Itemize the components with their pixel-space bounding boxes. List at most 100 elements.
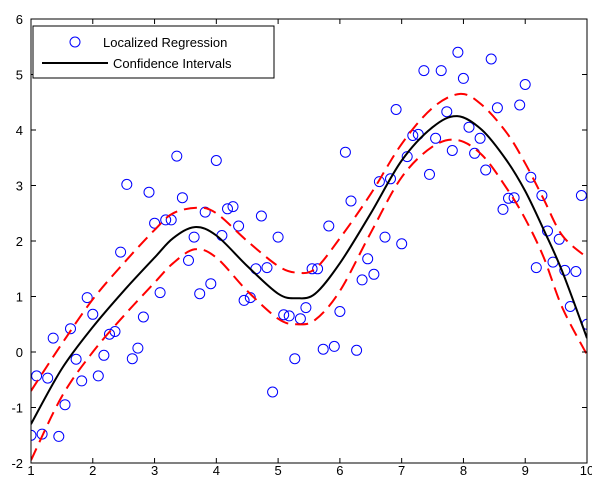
y-tick-label: 6 — [16, 12, 23, 27]
data-point — [36, 428, 48, 440]
data-point — [519, 79, 531, 90]
data-point — [351, 344, 363, 356]
data-point — [98, 349, 110, 361]
legend-box — [32, 25, 275, 79]
data-point — [143, 186, 155, 198]
y-tick-label: -2 — [11, 456, 23, 471]
y-tick-label: 4 — [16, 123, 23, 138]
data-point — [345, 195, 357, 207]
y-tick-label: 3 — [16, 179, 23, 194]
data-point — [81, 292, 93, 304]
legend-label-confidence-intervals: Confidence Intervals — [113, 56, 232, 71]
x-tick-label: 3 — [151, 463, 158, 476]
data-point — [418, 65, 430, 77]
data-point — [525, 171, 537, 183]
data-point — [306, 263, 318, 275]
fit-line — [31, 115, 587, 425]
data-point — [379, 231, 391, 243]
confidence-interval-lower-line — [31, 138, 587, 461]
data-point — [508, 192, 520, 204]
data-point — [530, 262, 542, 274]
legend-marker-localized-regression — [69, 36, 81, 48]
data-point — [278, 309, 290, 321]
data-point — [497, 203, 509, 215]
data-point — [452, 46, 464, 58]
y-tick-label: -1 — [11, 401, 23, 416]
data-point — [373, 176, 385, 188]
data-point — [536, 190, 548, 201]
data-point — [183, 254, 194, 266]
x-tick-label: 4 — [213, 463, 220, 476]
data-point — [514, 99, 526, 111]
x-tick-label: 2 — [89, 463, 96, 476]
data-point — [294, 313, 306, 325]
x-tick-label: 1 — [27, 463, 34, 476]
x-tick-label: 5 — [274, 463, 281, 476]
data-point — [121, 178, 133, 190]
data-point — [575, 190, 587, 201]
data-point — [59, 399, 71, 411]
data-point — [368, 268, 380, 280]
data-point — [424, 168, 435, 180]
data-point — [210, 155, 222, 166]
data-point — [47, 332, 59, 344]
data-point — [441, 106, 453, 118]
data-point — [300, 302, 312, 314]
data-point — [109, 326, 121, 337]
data-point — [31, 370, 43, 382]
data-point — [53, 430, 65, 442]
axis-ticks: 1 2 3 4 5 6 7 8 9 10 -2 -1 0 1 2 3 4 5 6 — [11, 12, 592, 478]
data-point — [312, 263, 324, 275]
axes-box — [30, 18, 588, 464]
data-point — [115, 246, 127, 258]
data-point — [87, 308, 99, 320]
confidence-interval-upper-line — [31, 92, 587, 392]
data-point — [238, 294, 250, 306]
data-point — [283, 310, 295, 322]
data-point — [176, 192, 188, 204]
x-tick-label: 7 — [398, 463, 405, 476]
data-point — [104, 328, 115, 340]
data-point — [272, 231, 284, 243]
data-point — [469, 147, 481, 159]
data-point — [480, 164, 492, 176]
data-point — [317, 343, 329, 355]
data-point — [222, 203, 233, 215]
data-point — [362, 253, 374, 265]
plot-area — [31, 46, 587, 461]
data-point — [65, 323, 76, 335]
x-tick-label: 6 — [336, 463, 343, 476]
y-tick-label: 1 — [16, 290, 23, 305]
data-point — [76, 375, 88, 387]
data-point — [92, 370, 104, 382]
data-point — [194, 288, 206, 300]
axes-frame — [30, 18, 588, 464]
data-point — [570, 266, 582, 277]
data-point — [126, 353, 138, 365]
data-point — [70, 353, 82, 365]
data-point — [323, 220, 335, 232]
data-point — [457, 72, 469, 84]
data-point — [339, 146, 351, 158]
data-point — [390, 104, 402, 115]
data-point — [435, 65, 447, 77]
data-point — [205, 278, 217, 290]
data-point — [474, 132, 486, 144]
data-point — [137, 311, 149, 323]
data-point — [149, 217, 161, 229]
data-point — [233, 220, 245, 232]
data-point — [463, 121, 475, 133]
data-point — [356, 274, 368, 286]
data-point — [267, 386, 279, 398]
data-point — [154, 287, 166, 299]
y-tick-label: 5 — [16, 68, 23, 83]
data-point — [328, 340, 340, 352]
data-point — [132, 342, 144, 354]
data-point — [446, 145, 458, 156]
data-point — [31, 429, 37, 441]
legend: Localized Regression Confidence Interval… — [32, 25, 275, 79]
x-tick-label: 10 — [580, 463, 592, 476]
data-point — [430, 132, 442, 144]
